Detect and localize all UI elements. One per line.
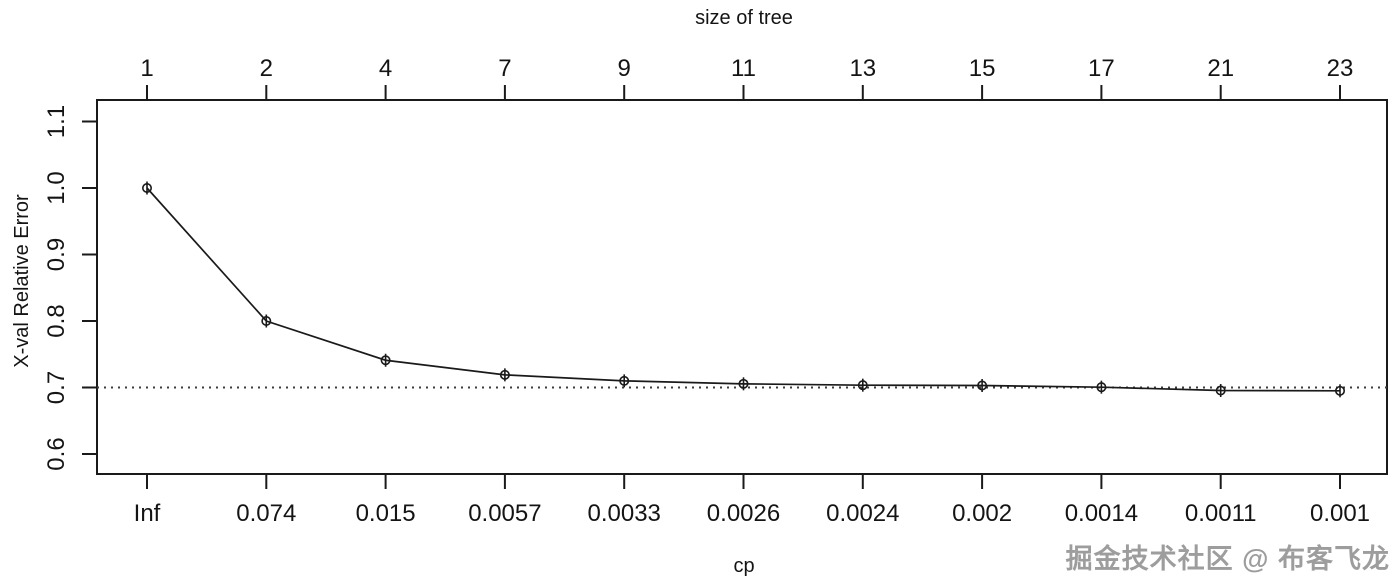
top-axis-title: size of tree (695, 7, 793, 29)
y-axis-tick-label: 1.0 (43, 171, 70, 204)
y-axis-title: X-val Relative Error (11, 194, 33, 368)
bottom-axis-tick-label: Inf (134, 500, 161, 527)
bottom-axis-tick-label: 0.074 (236, 500, 296, 527)
data-point-marker (1215, 385, 1226, 396)
y-axis-tick-label: 0.7 (43, 371, 70, 404)
watermark-text: 掘金技术社区 @ 布客飞龙 (1066, 543, 1390, 574)
top-axis-tick-label: 2 (260, 55, 273, 82)
y-axis-tick-label: 0.9 (43, 238, 70, 271)
series-layer (97, 181, 1387, 398)
data-point-marker (857, 380, 868, 391)
watermark-highlight: 掘金技术社区 @ 布客飞龙 (1068, 545, 1392, 576)
data-point-marker (499, 369, 510, 380)
bottom-axis-tick-label: 0.0026 (707, 500, 780, 527)
data-point-marker (142, 183, 153, 194)
axes-layer: 1 2 4 7 9 11 13 15 17 21 23 Inf 0.074 0.015 0.0057 0.00… (43, 55, 1370, 527)
data-point-marker (977, 380, 988, 391)
data-point-marker (1096, 382, 1107, 393)
bottom-axis-tick-label: 0.0033 (587, 500, 660, 527)
plot-frame (96, 99, 1388, 475)
top-axis-tick-label: 7 (498, 55, 511, 82)
bottom-axis-tick-label: 0.015 (356, 500, 416, 527)
y-axis-tick-label: 0.6 (43, 437, 70, 470)
top-axis-tick-label: 9 (618, 55, 631, 82)
y-axis-tick-label: 1.1 (43, 105, 70, 138)
top-axis-tick-label: 21 (1207, 55, 1234, 82)
top-axis-tick-label: 17 (1088, 55, 1115, 82)
top-axis-tick-label: 13 (849, 55, 876, 82)
top-axis-tick-label: 15 (969, 55, 996, 82)
top-axis-tick-label: 11 (731, 55, 756, 82)
series-line (146, 187, 1341, 392)
bottom-axis-tick-label: 0.0024 (826, 500, 899, 527)
y-axis-tick-label: 0.8 (43, 304, 70, 337)
watermark: 掘金技术社区 @ 布客飞龙 掘金技术社区 @ 布客飞龙 (1066, 543, 1392, 576)
top-axis-tick-label: 1 (140, 55, 153, 82)
bottom-axis-tick-label: 0.002 (952, 500, 1012, 527)
bottom-axis-title: cp (733, 555, 754, 577)
bottom-axis-tick-label: 0.001 (1310, 500, 1370, 527)
data-point-marker (619, 375, 630, 386)
data-point-marker (738, 378, 749, 389)
bottom-axis-tick-label: 0.0014 (1065, 500, 1138, 527)
data-point-marker (1335, 385, 1346, 396)
bottom-axis-tick-label: 0.0057 (468, 500, 541, 527)
data-point-marker (261, 315, 272, 326)
top-axis-tick-label: 4 (379, 55, 392, 82)
bottom-axis-tick-label: 0.0011 (1185, 500, 1257, 527)
data-point-marker (380, 355, 391, 366)
top-axis-tick-label: 23 (1327, 55, 1354, 82)
